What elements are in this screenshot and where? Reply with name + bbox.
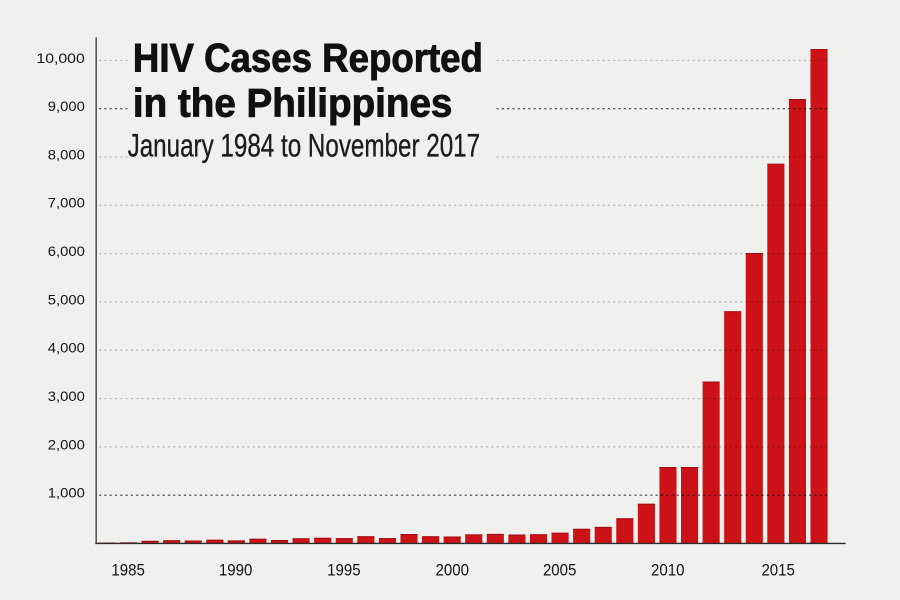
- svg-text:2000: 2000: [436, 560, 470, 579]
- svg-text:7,000: 7,000: [48, 195, 85, 211]
- svg-text:9,000: 9,000: [48, 98, 85, 114]
- svg-text:2015: 2015: [761, 560, 795, 579]
- svg-text:1990: 1990: [219, 560, 253, 579]
- svg-text:1995: 1995: [327, 560, 361, 579]
- svg-text:10,000: 10,000: [36, 50, 85, 66]
- svg-text:in the Philippines: in the Philippines: [133, 82, 453, 126]
- svg-text:1985: 1985: [111, 560, 145, 579]
- svg-text:1,000: 1,000: [48, 485, 85, 501]
- svg-text:3,000: 3,000: [48, 388, 85, 404]
- svg-text:HIV Cases Reported: HIV Cases Reported: [133, 37, 483, 81]
- svg-text:2010: 2010: [651, 560, 685, 579]
- svg-text:2005: 2005: [543, 560, 577, 579]
- svg-text:4,000: 4,000: [48, 340, 85, 356]
- svg-text:January 1984 to November 2017: January 1984 to November 2017: [128, 128, 481, 164]
- svg-text:8,000: 8,000: [48, 146, 85, 162]
- svg-text:2,000: 2,000: [48, 436, 85, 452]
- svg-text:5,000: 5,000: [48, 291, 85, 307]
- svg-text:6,000: 6,000: [48, 243, 85, 259]
